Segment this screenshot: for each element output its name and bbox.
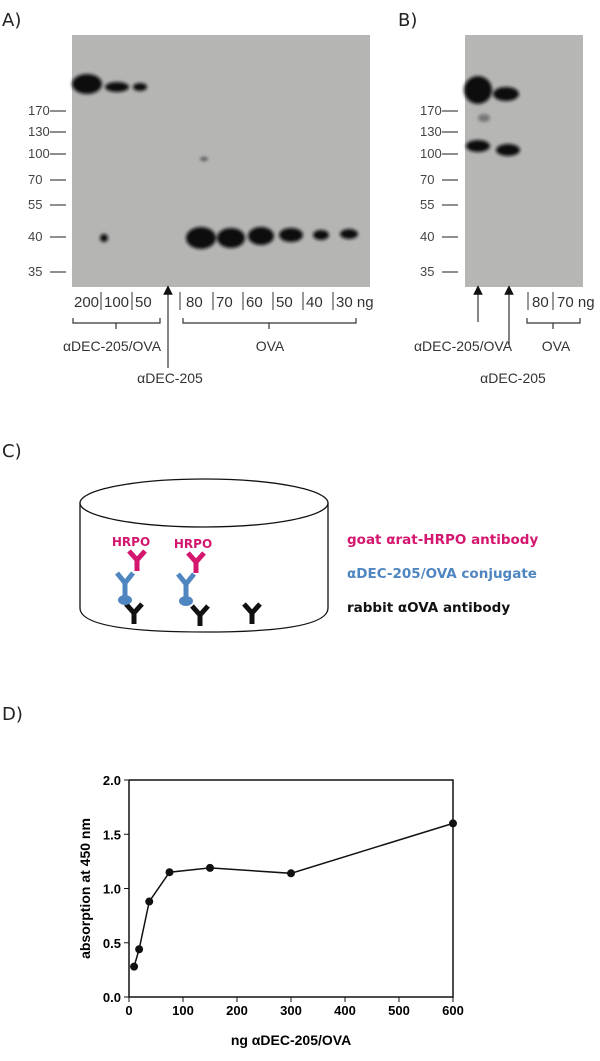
marker-label: 170 bbox=[28, 103, 50, 118]
lane-label: 70 ng bbox=[557, 294, 595, 311]
marker-label: 55 bbox=[28, 197, 42, 212]
marker-label: 40 bbox=[28, 229, 42, 244]
x-tick-label: 500 bbox=[388, 1003, 410, 1018]
group-label-conjugate: αDEC-205/OVA bbox=[63, 338, 162, 354]
hrpo-antibody-icon bbox=[186, 551, 206, 573]
lane-label: 40 bbox=[306, 294, 323, 311]
data-point bbox=[287, 869, 295, 878]
series-line bbox=[133, 822, 454, 967]
x-axis-label: ng αDEC-205/OVA bbox=[231, 1032, 351, 1048]
blot-a bbox=[72, 35, 370, 287]
hrpo-label-2: HRPO bbox=[174, 537, 212, 551]
y-tick-label: 1.5 bbox=[103, 827, 121, 842]
plot-frame bbox=[128, 779, 454, 998]
lane-label: 50 bbox=[135, 294, 152, 311]
lane-label: 60 bbox=[246, 294, 263, 311]
data-point bbox=[135, 945, 144, 954]
data-point bbox=[145, 897, 154, 906]
panel-d-label: D) bbox=[2, 704, 23, 725]
marker-label: 130 bbox=[28, 124, 50, 139]
chart-d: 0 100 200 300 400 500 600 0.0 0.5 1.0 1.5 2.0 ng αDE… bbox=[77, 773, 464, 1048]
marker-label: 100 bbox=[420, 146, 442, 161]
legend-rabbit: rabbit αOVA antibody bbox=[347, 600, 510, 616]
arrow-label-conjugate: αDEC-205/OVA bbox=[414, 338, 513, 354]
elisa-well-diagram: HRPO HRPO bbox=[79, 478, 329, 633]
conjugate-icon bbox=[176, 572, 196, 606]
lane-label: 80 bbox=[532, 294, 549, 311]
x-tick-label: 600 bbox=[442, 1003, 464, 1018]
marker-label: 40 bbox=[420, 229, 434, 244]
panel-c-label: C) bbox=[2, 441, 22, 462]
arrow-label-dec205: αDEC-205 bbox=[137, 370, 203, 386]
lane-label: 80 bbox=[186, 294, 203, 311]
marker-label: 100 bbox=[28, 146, 50, 161]
marker-label: 70 bbox=[28, 172, 42, 187]
y-tick-label: 2.0 bbox=[103, 773, 121, 788]
x-tick-label: 0 bbox=[125, 1003, 132, 1018]
group-label-ova-b: OVA bbox=[542, 338, 571, 354]
panel-a-label: A) bbox=[2, 10, 21, 31]
marker-label: 55 bbox=[420, 197, 434, 212]
arrow-label-dec205-b: αDEC-205 bbox=[480, 370, 546, 386]
lane-label: 70 bbox=[216, 294, 233, 311]
x-tick-label: 400 bbox=[334, 1003, 356, 1018]
lane-label: 100 bbox=[104, 294, 129, 311]
rabbit-antibody-icon bbox=[190, 604, 210, 626]
marker-label: 35 bbox=[28, 264, 42, 279]
y-axis-label: absorption at 450 nm bbox=[77, 818, 93, 959]
data-point bbox=[449, 819, 457, 828]
lane-label: 50 bbox=[276, 294, 293, 311]
marker-label: 130 bbox=[420, 124, 442, 139]
rabbit-antibody-icon bbox=[242, 602, 262, 624]
hrpo-label-1: HRPO bbox=[112, 535, 150, 549]
lane-label: 200 bbox=[74, 294, 99, 311]
marker-label: 35 bbox=[420, 264, 434, 279]
y-tick-label: 0.5 bbox=[103, 936, 121, 951]
group-label-ova: OVA bbox=[256, 338, 285, 354]
conjugate-icon bbox=[115, 571, 135, 605]
marker-label: 70 bbox=[420, 172, 434, 187]
lane-label: 30 ng bbox=[336, 294, 374, 311]
y-tick-label: 1.0 bbox=[103, 882, 121, 897]
data-point bbox=[206, 863, 214, 872]
legend-hrpo: goat αrat-HRPO antibody bbox=[347, 532, 538, 548]
legend-conjugate: αDEC-205/OVA conjugate bbox=[347, 566, 537, 582]
data-point bbox=[165, 868, 174, 877]
data-point bbox=[130, 962, 139, 971]
y-tick-label: 0.0 bbox=[103, 990, 121, 1005]
x-tick-label: 100 bbox=[172, 1003, 194, 1018]
rabbit-antibody-icon bbox=[124, 602, 144, 624]
marker-label: 170 bbox=[420, 103, 442, 118]
hrpo-antibody-icon bbox=[127, 549, 147, 571]
x-tick-label: 200 bbox=[226, 1003, 248, 1018]
panel-b-label: B) bbox=[398, 10, 417, 31]
blot-b bbox=[464, 35, 583, 287]
x-tick-label: 300 bbox=[280, 1003, 302, 1018]
